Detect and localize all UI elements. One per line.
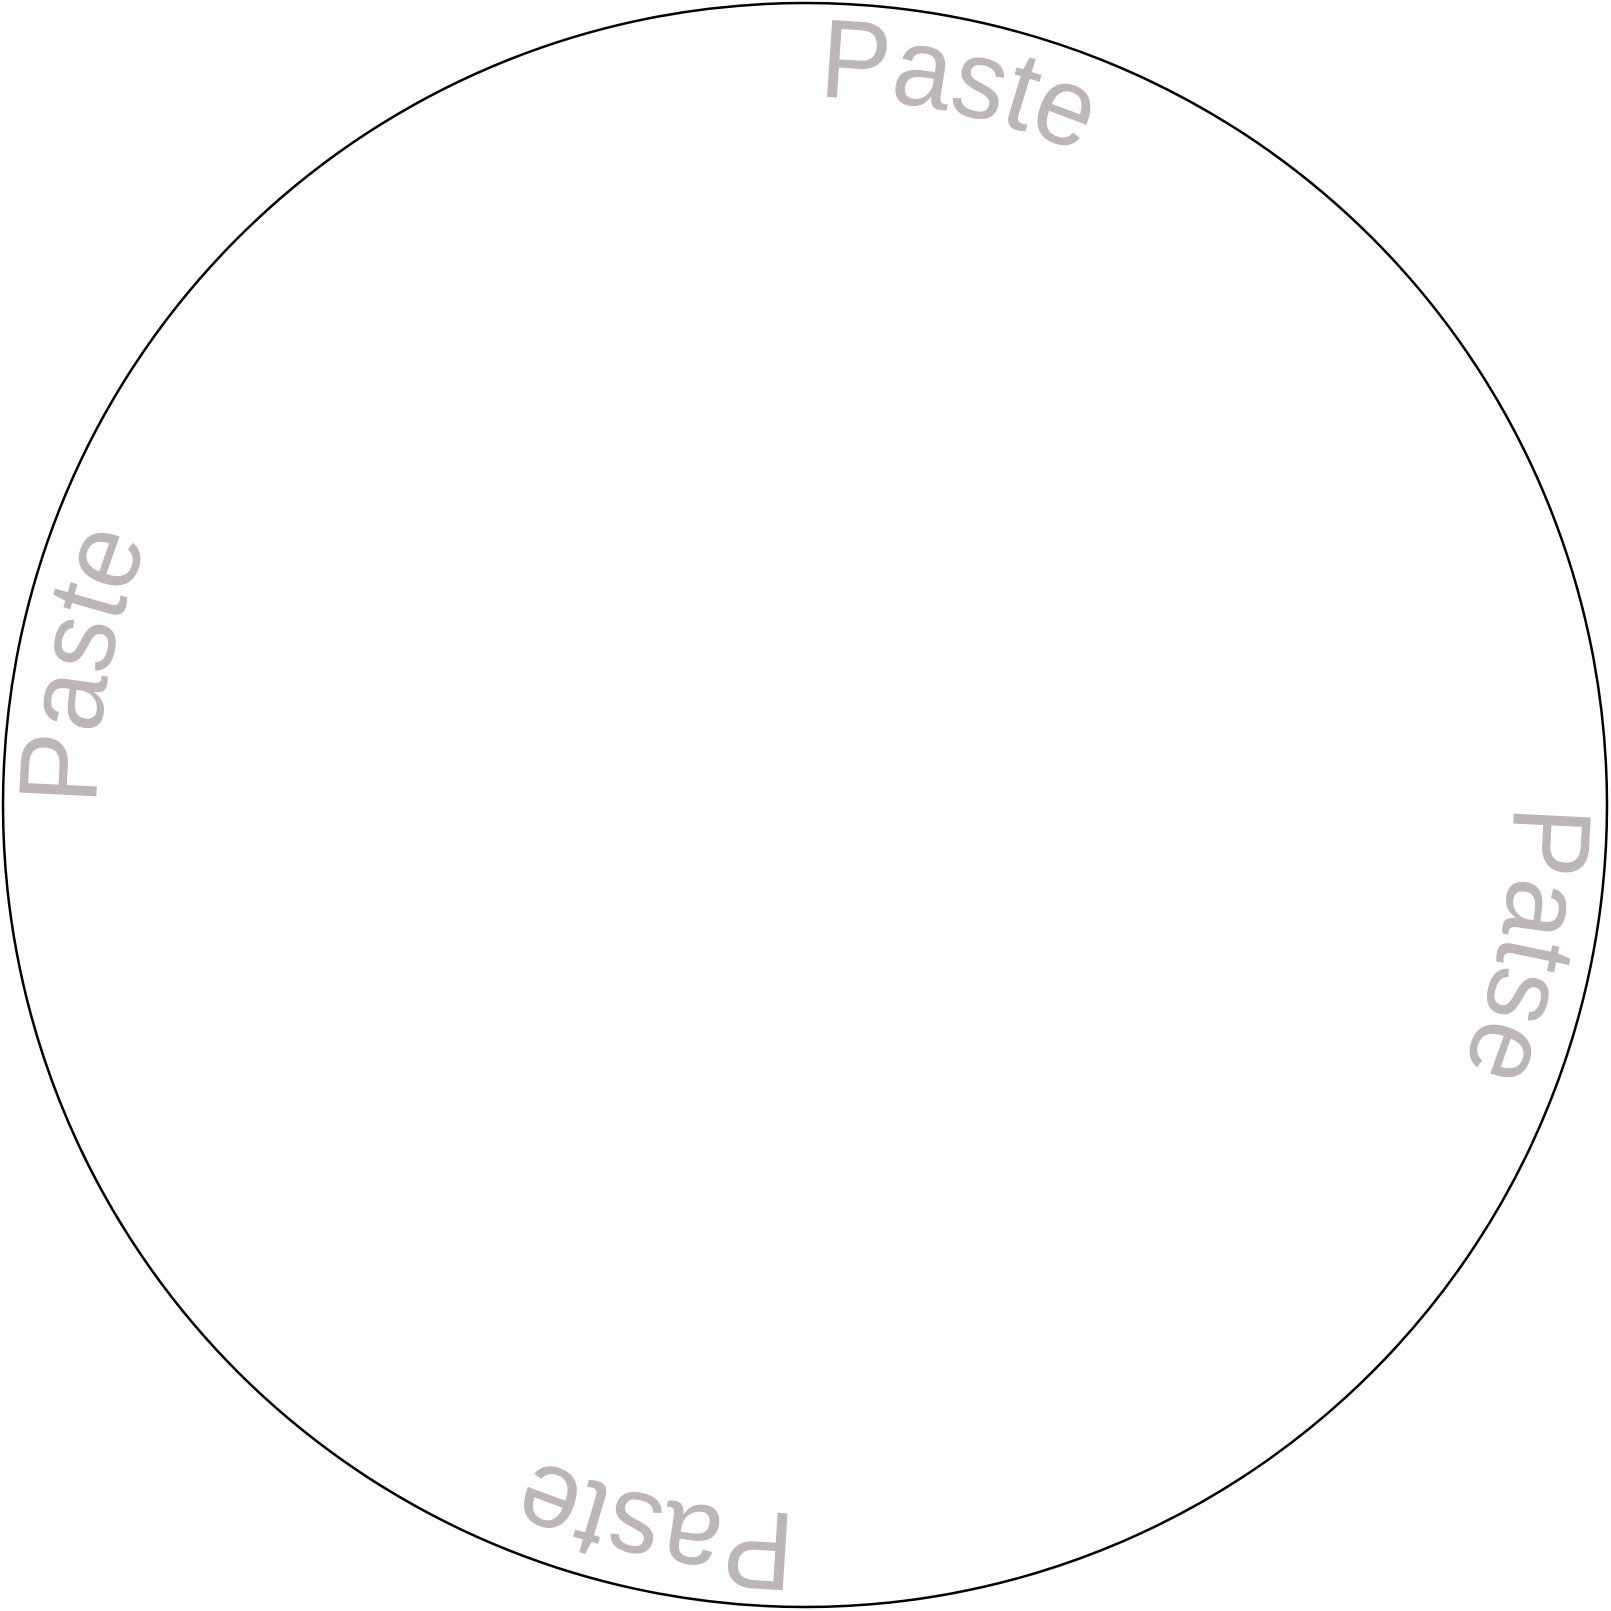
label-left-text: Paste <box>0 508 170 807</box>
label-bottom-text: Paste <box>498 1437 797 1611</box>
label-right-text: Patse <box>1440 804 1611 1103</box>
label-top-text: Paste <box>817 0 1117 175</box>
label-bottom: Paste <box>498 1437 797 1611</box>
label-left: Paste <box>0 508 170 807</box>
label-top: Paste <box>817 0 1117 175</box>
label-right: Patse <box>1440 804 1611 1103</box>
